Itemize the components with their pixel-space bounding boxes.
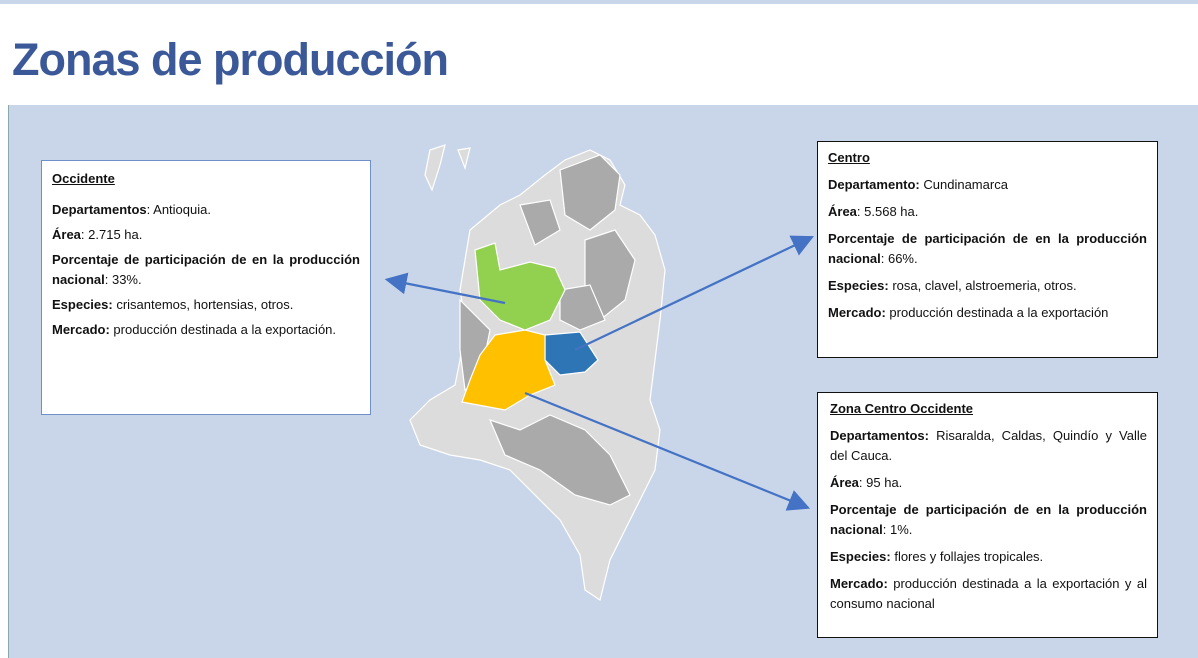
box-item: Porcentaje de participación de en la pro… <box>828 229 1147 269</box>
item-label: Especies: <box>830 549 891 564</box>
item-value: crisantemos, hortensias, otros. <box>116 297 294 312</box>
item-label: Departamento: <box>828 177 920 192</box>
item-value: producción destinada a la exportación <box>889 305 1109 320</box>
box-heading: Zona Centro Occidente <box>830 401 974 416</box>
box-item: Porcentaje de participación de en la pro… <box>830 500 1147 540</box>
item-label: Especies: <box>828 278 889 293</box>
item-label: Mercado: <box>828 305 886 320</box>
box-item: Mercado: producción destinada a la expor… <box>828 303 1147 323</box>
box-heading: Centro <box>828 150 870 165</box>
item-value: : 5.568 ha. <box>856 204 919 219</box>
arrow <box>524 391 811 511</box>
arrow <box>574 235 814 351</box>
box-item: Área: 2.715 ha. <box>52 225 360 245</box>
arrows <box>384 235 814 511</box>
item-label: Porcentaje de participación de en la pro… <box>52 252 360 287</box>
item-value: flores y follajes tropicales. <box>894 549 1044 564</box>
box-item: Mercado: producción destinada a la expor… <box>830 574 1147 614</box>
item-label: Departamentos: <box>830 428 929 443</box>
box-item: Área: 5.568 ha. <box>828 202 1147 222</box>
info-box: Occidente Departamentos: Antioquia. Área: … <box>41 160 371 415</box>
item-value: : 1%. <box>882 522 913 537</box>
box-item: Área: 95 ha. <box>830 473 1147 493</box>
arrow <box>384 272 506 305</box>
item-value: rosa, clavel, alstroemeria, otros. <box>892 278 1077 293</box>
box-item: Departamentos: Risaralda, Caldas, Quindí… <box>830 426 1147 466</box>
header: Zonas de producción <box>0 0 1198 105</box>
item-label: Área <box>52 227 81 242</box>
item-value: : 95 ha. <box>858 475 903 490</box>
country <box>409 144 666 601</box>
box-item: Especies: flores y follajes tropicales. <box>830 547 1147 567</box>
item-value: Cundinamarca <box>923 177 1008 192</box>
title: Zonas de producción <box>12 34 449 85</box>
item-label: Departamentos <box>52 202 147 217</box>
item-label: Área <box>828 204 857 219</box>
info-box: Centro Departamento: Cundinamarca Área: 5.… <box>817 141 1158 358</box>
box-item: Departamento: Cundinamarca <box>828 175 1147 195</box>
item-label: Mercado: <box>830 576 888 591</box>
item-label: Área <box>830 475 859 490</box>
item-value: Risaralda, Caldas, Quindío y Valle del C… <box>830 428 1147 463</box>
item-value: : 33%. <box>104 272 142 287</box>
box-item: Porcentaje de participación de en la pro… <box>52 250 360 290</box>
box-item: Especies: rosa, clavel, alstroemeria, ot… <box>828 276 1147 296</box>
item-label: Mercado: <box>52 322 110 337</box>
box-item: Mercado: producción destinada a la expor… <box>52 320 360 340</box>
item-value: : 2.715 ha. <box>80 227 143 242</box>
item-label: Especies: <box>52 297 113 312</box>
item-value: producción destinada a la exportación. <box>113 322 337 337</box>
box-heading: Occidente <box>52 171 115 186</box>
item-value: producción destinada a la exportación y … <box>830 576 1147 611</box>
item-value: : Antioquia. <box>146 202 211 217</box>
box-item: Departamentos: Antioquia. <box>52 200 360 220</box>
info-box: Zona Centro Occidente Departamentos: Risa… <box>817 392 1158 638</box>
item-label: Porcentaje de participación de en la pro… <box>830 502 1147 537</box>
item-label: Porcentaje de participación de en la pro… <box>828 231 1147 266</box>
item-value: : 66%. <box>880 251 918 266</box>
box-item: Especies: crisantemos, hortensias, otros… <box>52 295 360 315</box>
